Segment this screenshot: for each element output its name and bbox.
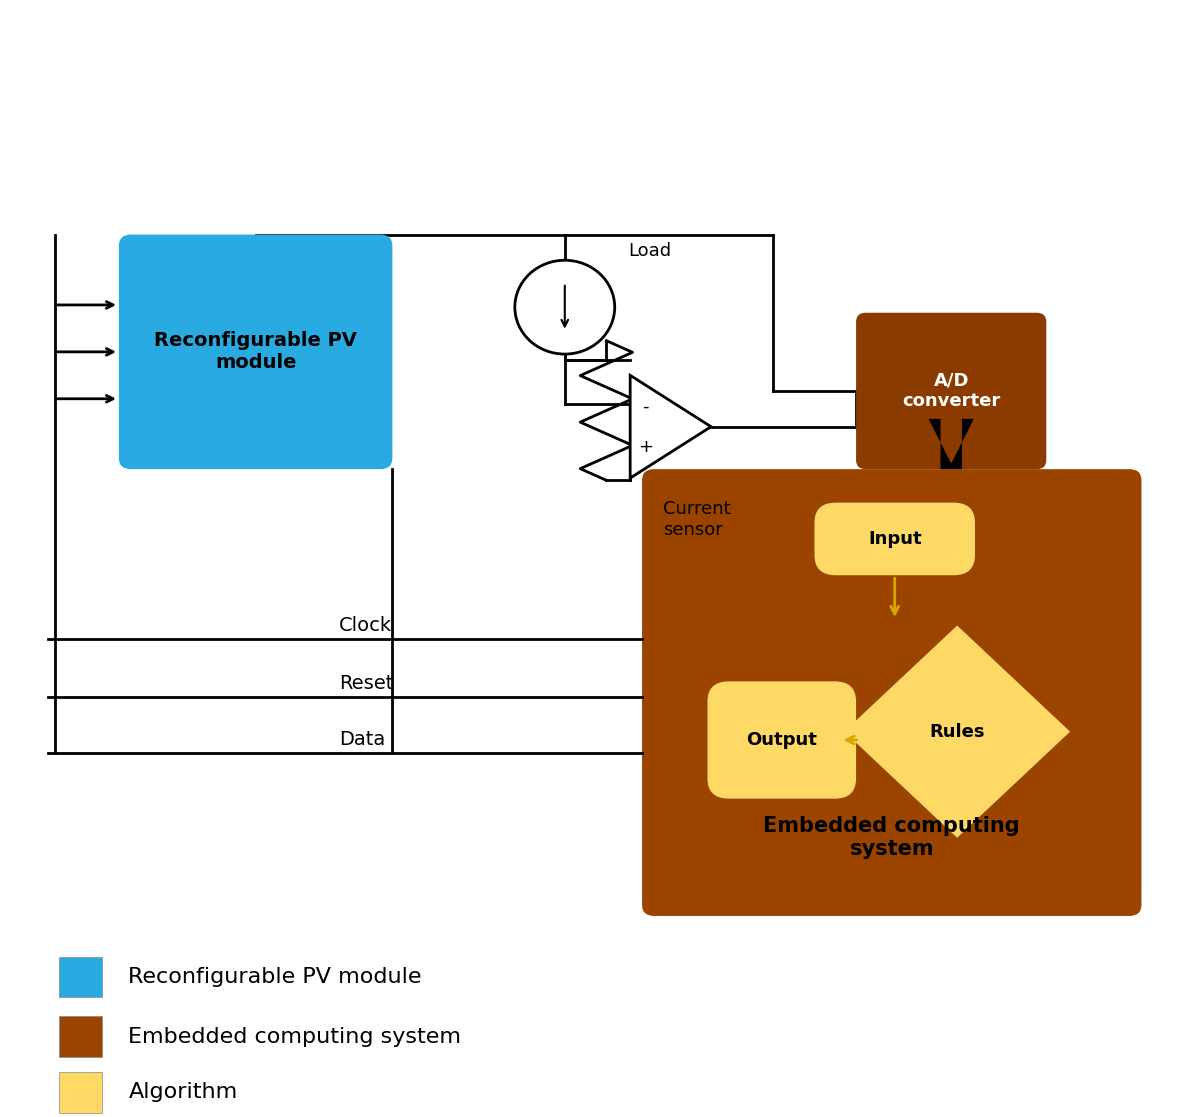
Text: Reconfigurable PV module: Reconfigurable PV module	[128, 967, 422, 987]
Text: Data: Data	[339, 729, 385, 750]
Text: Embedded computing system: Embedded computing system	[128, 1027, 461, 1047]
Text: +: +	[638, 438, 653, 456]
FancyBboxPatch shape	[856, 313, 1046, 469]
Text: Current
sensor: Current sensor	[663, 500, 731, 538]
FancyBboxPatch shape	[814, 503, 975, 575]
Text: Input: Input	[868, 529, 921, 548]
Text: A/D
converter: A/D converter	[902, 372, 1000, 410]
Text: Rules: Rules	[930, 723, 984, 741]
Text: Clock: Clock	[339, 615, 392, 636]
Text: Embedded computing
system: Embedded computing system	[763, 817, 1020, 859]
Polygon shape	[630, 375, 711, 478]
Text: Reset: Reset	[339, 674, 394, 694]
Bar	[59, 1016, 102, 1057]
Text: Load: Load	[628, 242, 671, 260]
Text: Output: Output	[747, 731, 817, 750]
FancyBboxPatch shape	[707, 681, 856, 799]
Polygon shape	[929, 419, 974, 469]
Text: -: -	[642, 398, 649, 416]
FancyBboxPatch shape	[642, 469, 1141, 916]
Circle shape	[515, 260, 615, 354]
Text: Algorithm: Algorithm	[128, 1082, 238, 1102]
FancyBboxPatch shape	[119, 235, 392, 469]
Bar	[59, 1072, 102, 1113]
Polygon shape	[844, 626, 1070, 838]
Text: Reconfigurable PV
module: Reconfigurable PV module	[155, 332, 357, 372]
Bar	[59, 957, 102, 997]
